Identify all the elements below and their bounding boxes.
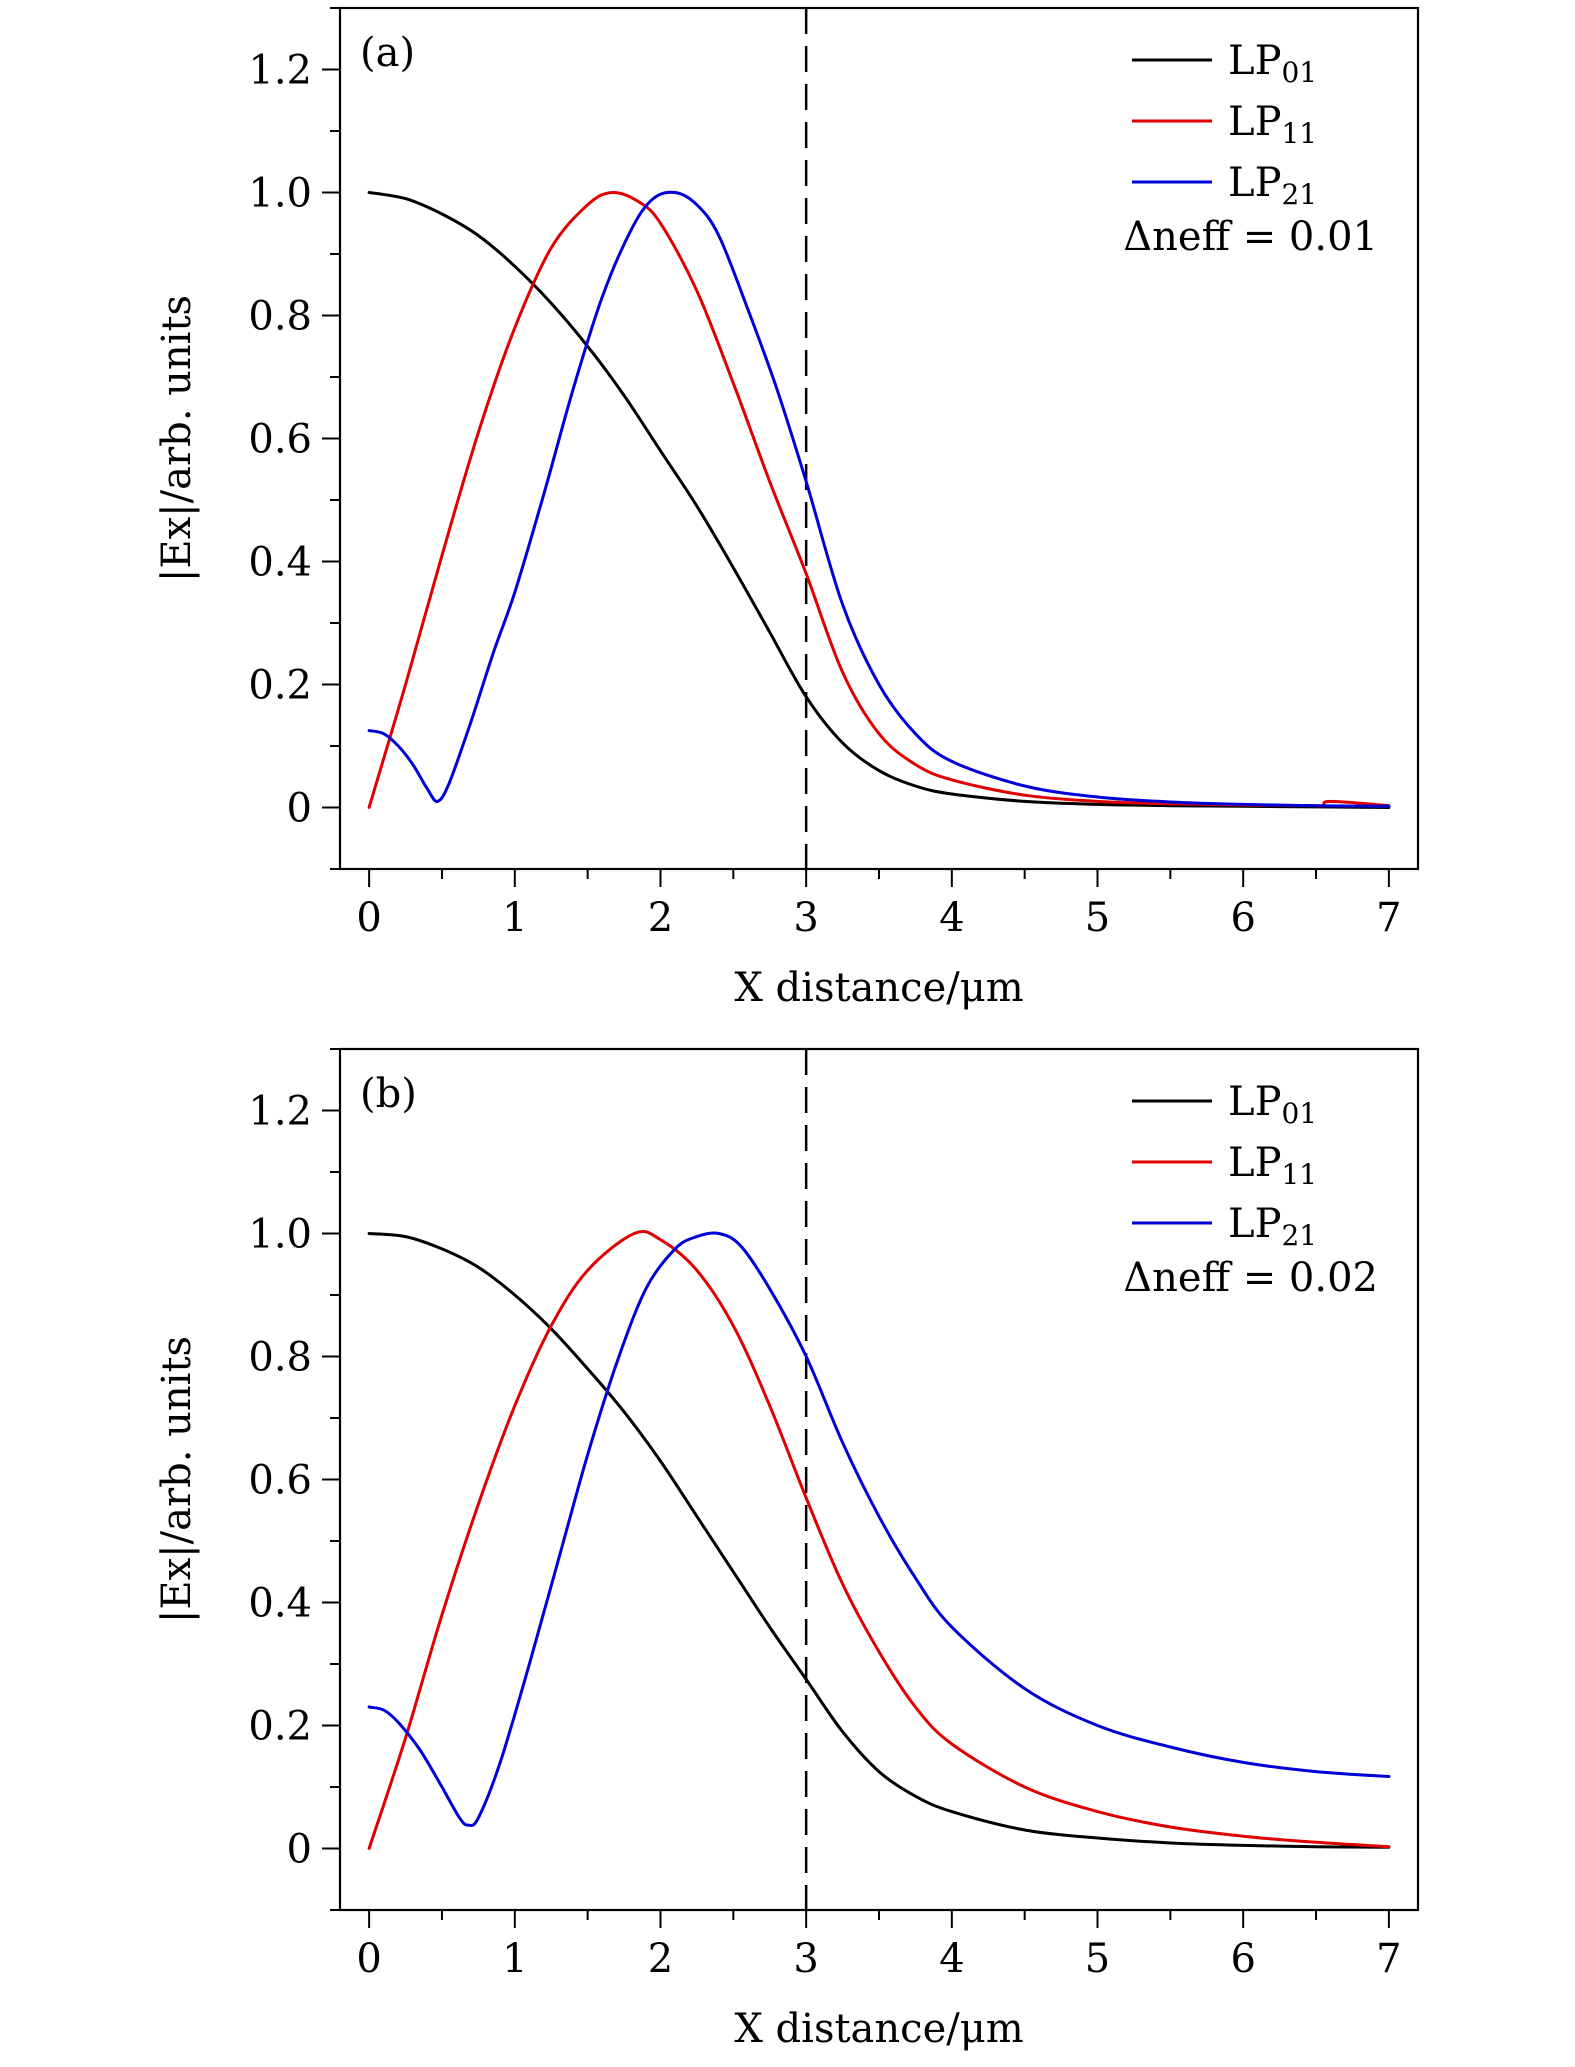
legend-label: LP01	[1228, 38, 1317, 89]
series-line-lp11	[367, 190, 1391, 809]
y-tick-label: 0.4	[248, 540, 312, 586]
legend-label: LP21	[1228, 160, 1317, 211]
x-tick-label: 7	[1376, 1936, 1401, 1982]
y-tick-label: 0.8	[248, 294, 312, 340]
y-tick-label: 0.2	[248, 1704, 312, 1750]
legend-subscript: 21	[1281, 178, 1317, 211]
x-tick-label: 3	[793, 895, 818, 941]
x-axis-title: X distance/μm	[734, 965, 1023, 1011]
y-axis-title: |Ex|/arb. units	[154, 1336, 200, 1623]
x-tick-label: 0	[356, 1936, 381, 1982]
y-tick-label: 0	[287, 1827, 312, 1873]
y-tick-label: 1.2	[248, 1089, 312, 1135]
panel-label: (b)	[360, 1071, 417, 1117]
y-tick-label: 0.2	[248, 663, 312, 709]
x-tick-label: 7	[1376, 895, 1401, 941]
series-line-lp01	[367, 1232, 1391, 1849]
y-tick-label: 0.8	[248, 1335, 312, 1381]
y-tick-label: 0.6	[248, 1458, 312, 1504]
legend-subscript: 01	[1281, 56, 1317, 89]
legend-label: LP01	[1228, 1079, 1317, 1130]
panel-label: (a)	[360, 30, 415, 76]
x-tick-label: 2	[648, 895, 673, 941]
series-line-lp11	[367, 1229, 1391, 1850]
legend-subscript: 21	[1281, 1219, 1317, 1252]
delta-neff-annotation: Δneff = 0.02	[1123, 1255, 1378, 1301]
legend-subscript: 11	[1281, 117, 1317, 150]
legend-label: LP11	[1228, 99, 1317, 150]
x-tick-label: 6	[1230, 1936, 1255, 1982]
x-tick-label: 3	[793, 1936, 818, 1982]
y-axis-title: |Ex|/arb. units	[154, 295, 200, 582]
series-line-lp21	[367, 190, 1391, 808]
y-tick-label: 1.0	[248, 171, 312, 217]
x-tick-label: 4	[939, 895, 964, 941]
x-tick-label: 1	[502, 1936, 527, 1982]
legend-subscript: 01	[1281, 1097, 1317, 1130]
x-axis-title: X distance/μm	[734, 2006, 1023, 2052]
y-tick-label: 0.4	[248, 1581, 312, 1627]
y-tick-label: 1.2	[248, 48, 312, 94]
delta-neff-annotation: Δneff = 0.01	[1123, 214, 1378, 260]
x-tick-label: 6	[1230, 895, 1255, 941]
x-tick-label: 4	[939, 1936, 964, 1982]
x-tick-label: 2	[648, 1936, 673, 1982]
y-tick-label: 1.0	[248, 1212, 312, 1258]
series-line-lp01	[367, 191, 1391, 809]
y-tick-label: 0.6	[248, 417, 312, 463]
chart-panel-b: 0 1 2 3 4 5 6 700.20.40.60.81.01.2X distance/μm…	[154, 1047, 1420, 2052]
y-tick-label: 0	[287, 786, 312, 832]
chart-panel-a: 0 1 2 3 4 5 6 700.20.40.60.81.01.2X distance/μm…	[154, 6, 1420, 1011]
x-tick-label: 5	[1085, 895, 1110, 941]
x-tick-label: 1	[502, 895, 527, 941]
legend-subscript: 11	[1281, 1158, 1317, 1191]
legend-label: LP21	[1228, 1201, 1317, 1252]
series-line-lp21	[367, 1231, 1391, 1828]
x-tick-label: 5	[1085, 1936, 1110, 1982]
legend-label: LP11	[1228, 1140, 1317, 1191]
x-tick-label: 0	[356, 895, 381, 941]
